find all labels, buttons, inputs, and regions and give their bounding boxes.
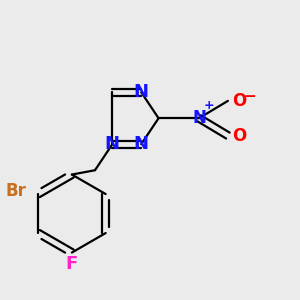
Text: +: + (204, 99, 214, 112)
Text: Br: Br (6, 182, 27, 200)
Text: −: − (244, 89, 256, 104)
Text: N: N (134, 135, 149, 153)
Text: F: F (66, 255, 78, 273)
Text: O: O (232, 92, 247, 110)
Text: N: N (105, 135, 120, 153)
Text: N: N (192, 109, 206, 127)
Text: N: N (134, 83, 149, 101)
Text: O: O (232, 127, 247, 145)
